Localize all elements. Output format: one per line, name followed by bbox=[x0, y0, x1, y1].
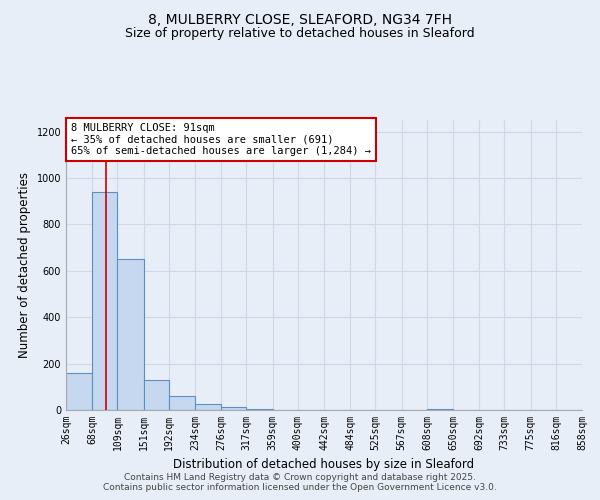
Text: 8 MULBERRY CLOSE: 91sqm
← 35% of detached houses are smaller (691)
65% of semi-d: 8 MULBERRY CLOSE: 91sqm ← 35% of detache… bbox=[71, 123, 371, 156]
Bar bbox=[169, 396, 195, 410]
Text: Contains HM Land Registry data © Crown copyright and database right 2025.
Contai: Contains HM Land Registry data © Crown c… bbox=[103, 473, 497, 492]
Bar bbox=[143, 380, 169, 410]
Bar bbox=[66, 373, 92, 410]
X-axis label: Distribution of detached houses by size in Sleaford: Distribution of detached houses by size … bbox=[173, 458, 475, 471]
Bar bbox=[92, 192, 118, 410]
Bar bbox=[195, 404, 221, 410]
Text: Size of property relative to detached houses in Sleaford: Size of property relative to detached ho… bbox=[125, 28, 475, 40]
Bar bbox=[221, 407, 247, 410]
Text: 8, MULBERRY CLOSE, SLEAFORD, NG34 7FH: 8, MULBERRY CLOSE, SLEAFORD, NG34 7FH bbox=[148, 12, 452, 26]
Bar bbox=[247, 409, 272, 410]
Bar bbox=[118, 259, 143, 410]
Bar bbox=[427, 409, 453, 410]
Y-axis label: Number of detached properties: Number of detached properties bbox=[18, 172, 31, 358]
